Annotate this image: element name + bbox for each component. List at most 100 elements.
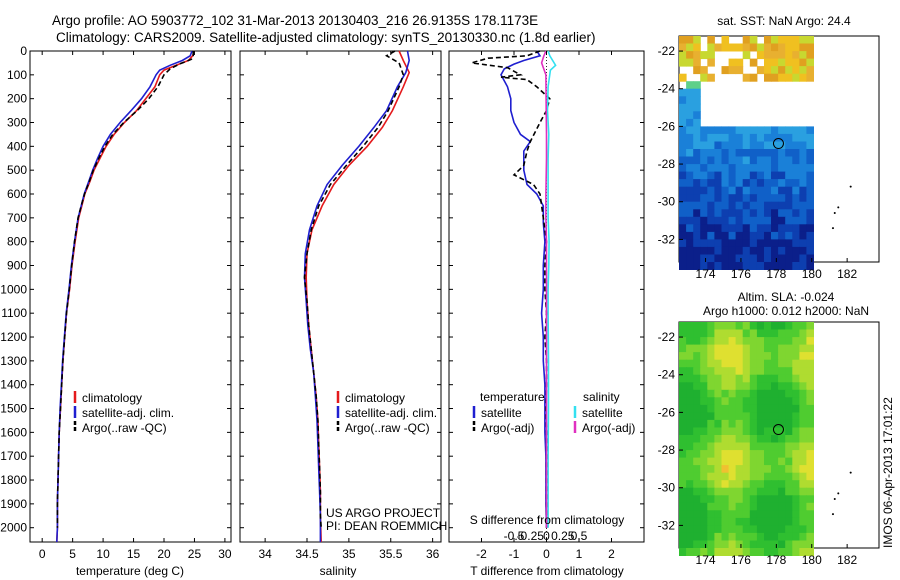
map-cell (735, 540, 744, 549)
map-cell (799, 344, 807, 353)
map-cell (778, 51, 786, 60)
map-cell (721, 495, 730, 504)
map-cell (735, 149, 744, 157)
map-cell (735, 126, 744, 135)
map-cell (686, 216, 694, 225)
map-cell (700, 374, 708, 383)
map-cell (806, 404, 814, 413)
map-cell (721, 352, 730, 361)
map-cell (721, 525, 730, 534)
map-cell (792, 156, 800, 165)
map-cell (792, 224, 800, 233)
map-cell (806, 216, 814, 225)
map-cell (728, 525, 737, 534)
map-cell (707, 465, 715, 474)
map-cell (707, 472, 715, 481)
map-cell (700, 389, 708, 398)
map-cell (792, 548, 800, 556)
map-cell (735, 329, 744, 338)
map-cell (700, 412, 708, 421)
map-cell (693, 111, 701, 120)
map-cell (714, 246, 722, 255)
map-cell (679, 216, 687, 225)
map-cell (721, 216, 730, 225)
map-cell (792, 472, 800, 481)
map-cell (686, 156, 694, 165)
map-cell (764, 480, 772, 489)
map-cell (728, 495, 737, 504)
map-cell (714, 367, 722, 376)
map-cell (749, 502, 758, 511)
map-cell (778, 442, 786, 451)
map-cell (778, 427, 786, 436)
map-cell (749, 435, 758, 443)
map-cell (714, 171, 722, 180)
map-cell (679, 322, 687, 330)
map-cell (707, 359, 715, 368)
map-cell (721, 540, 730, 549)
map-cell (742, 487, 751, 496)
map-cell (735, 66, 744, 75)
map-cell (714, 224, 722, 233)
map-cell (799, 480, 807, 489)
map-cell (764, 510, 772, 519)
map-cell (735, 156, 744, 165)
map-cell (764, 209, 772, 218)
island-dot (833, 212, 836, 215)
temperature-panel: 0100200300400500600700800900100011001200… (0, 44, 232, 578)
map-cell (700, 480, 708, 489)
lon-tick-label: 182 (837, 267, 857, 281)
map-cell (785, 149, 793, 157)
map-cell (799, 149, 807, 157)
map-cell (749, 510, 758, 519)
map-cell (764, 171, 772, 180)
map-cell (756, 419, 765, 428)
map-cell (756, 254, 765, 263)
difference-profile-series-1 (471, 50, 551, 528)
map-cell (792, 246, 800, 255)
map-cell (679, 510, 687, 519)
map-cell (693, 216, 701, 225)
map-cell (693, 43, 701, 52)
map-cell (771, 209, 779, 218)
map-cell (749, 548, 758, 556)
legend-label-t-satellite: satellite (481, 406, 522, 420)
map-cell (686, 322, 694, 330)
map-cell (778, 179, 786, 188)
map-cell (686, 118, 694, 127)
map-cell (799, 58, 807, 67)
map-cell (735, 209, 744, 218)
map-cell (764, 186, 772, 195)
map-cell (721, 450, 730, 459)
map-cell (714, 540, 722, 549)
map-cell (721, 374, 730, 383)
map-cell (799, 465, 807, 474)
map-cell (792, 389, 800, 398)
map-cell (799, 194, 807, 203)
temperature-legend: climatology satellite-adj. clim. Argo(..… (73, 391, 174, 435)
map-cell (742, 329, 751, 338)
map-cell (742, 141, 751, 150)
map-cell (686, 419, 694, 428)
map-cell (764, 389, 772, 398)
map-cell (771, 359, 779, 368)
map-cell (771, 149, 779, 157)
map-cell (693, 510, 701, 519)
map-cell (778, 344, 786, 353)
map-cell (749, 352, 758, 361)
map-cell (742, 171, 751, 180)
map-cell (785, 427, 793, 436)
map-cell (686, 548, 694, 556)
map-cell (700, 367, 708, 376)
map-cell (679, 171, 687, 180)
map-cell (679, 472, 687, 481)
map-cell (742, 337, 751, 346)
map-cell (728, 201, 737, 210)
map-cell (749, 141, 758, 150)
map-cell (785, 442, 793, 451)
map-cell (742, 540, 751, 549)
map-cell (721, 164, 730, 173)
map-cell (721, 367, 730, 376)
x-tick-label: -2 (476, 547, 487, 561)
map-cell (756, 164, 765, 173)
